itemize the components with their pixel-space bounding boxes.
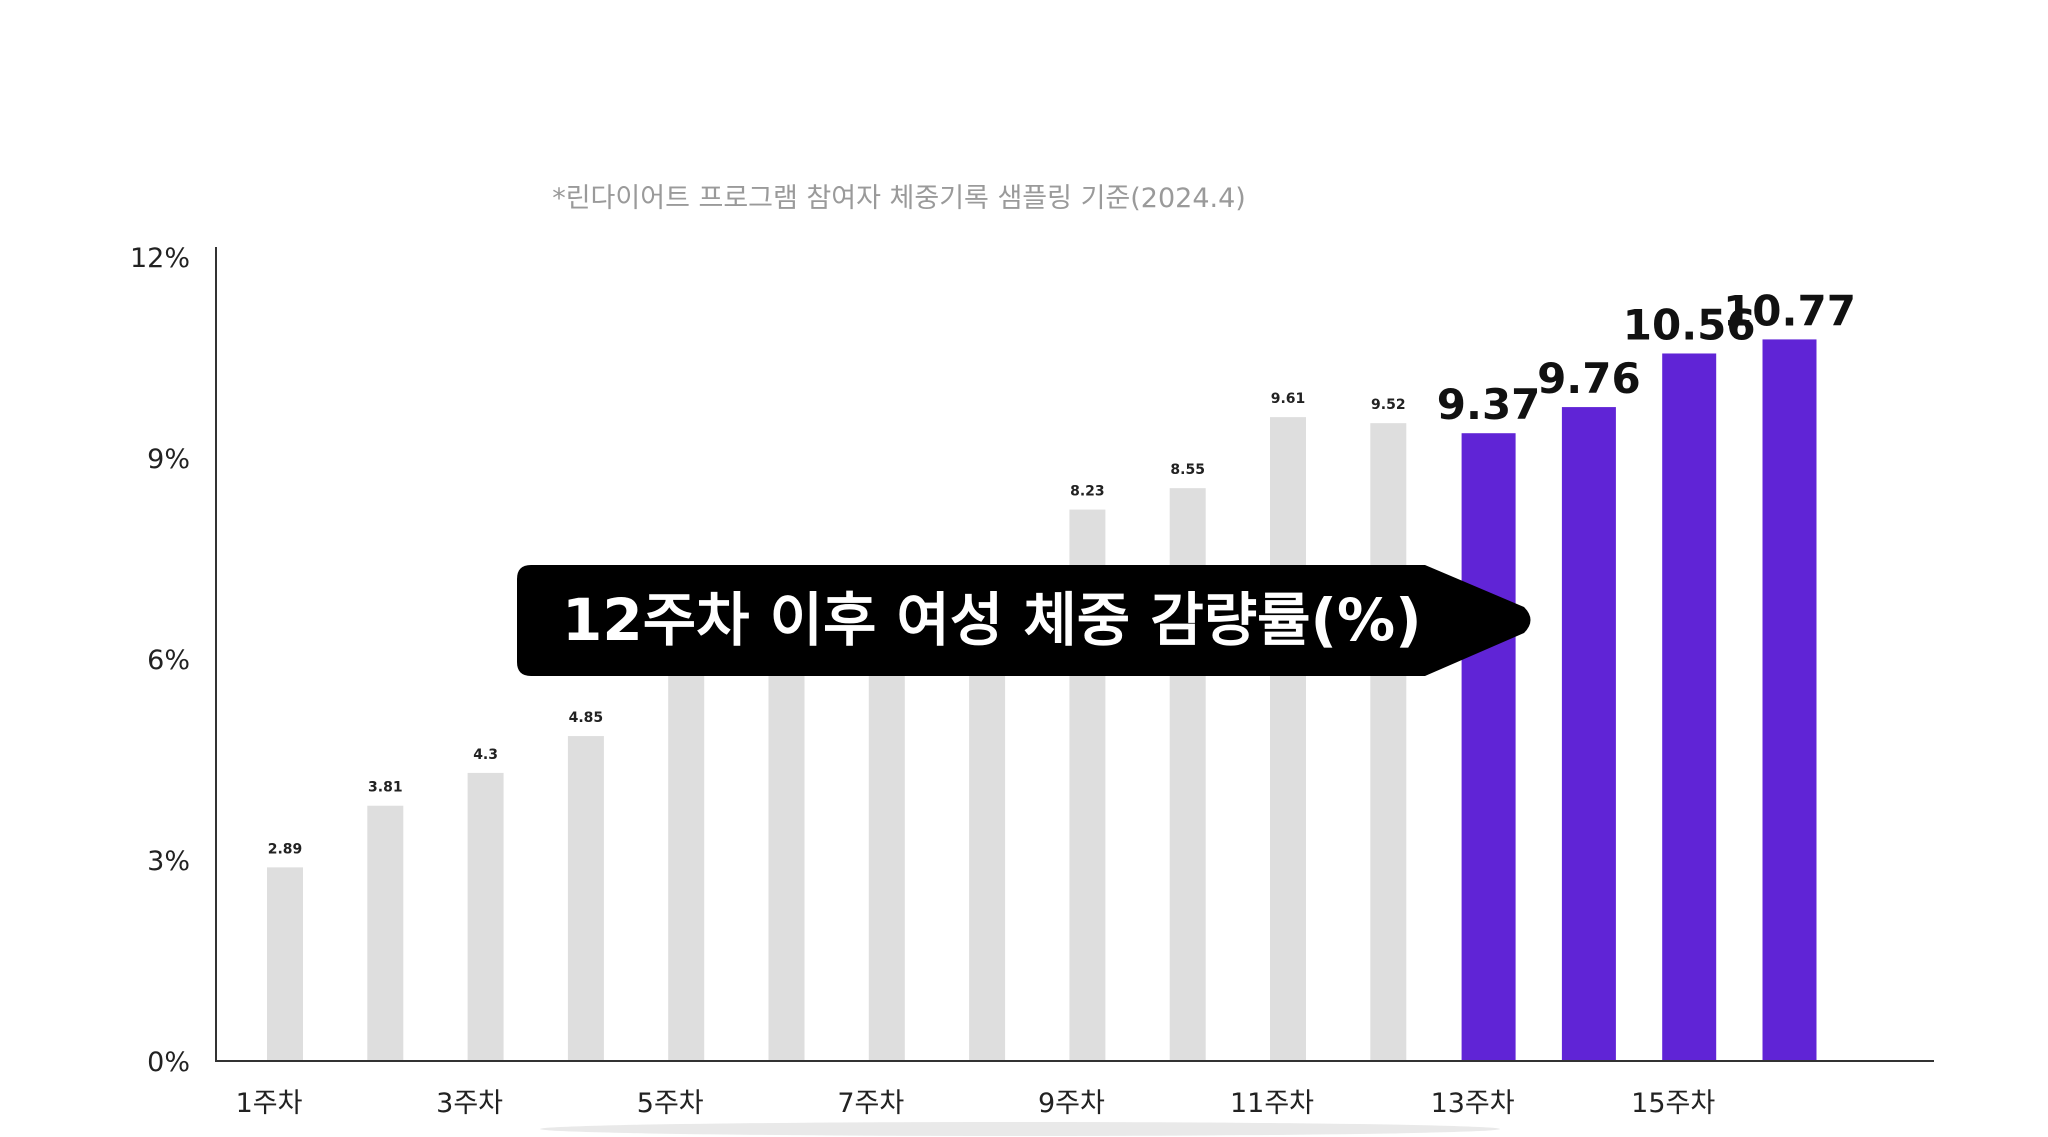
y-tick-label: 0% [147, 1047, 190, 1078]
sampling-note: *린다이어트 프로그램 참여자 체중기록 샘플링 기준(2024.4) [552, 183, 1246, 214]
x-tick-label: 9주차 [1038, 1088, 1105, 1119]
bar [467, 772, 504, 1061]
bar [1561, 407, 1616, 1062]
data-label: 9.37 [1437, 380, 1541, 429]
x-tick-label: 13주차 [1431, 1088, 1515, 1119]
data-label: 4.3 [473, 747, 498, 763]
bar [567, 736, 604, 1061]
y-tick-label: 9% [147, 444, 190, 475]
data-label: 9.61 [1271, 391, 1306, 407]
y-tick-label: 6% [147, 645, 190, 676]
y-tick-label: 3% [147, 846, 190, 877]
data-label: 8.55 [1170, 462, 1205, 478]
x-tick-label: 1주차 [236, 1088, 303, 1119]
bar [267, 867, 303, 1061]
bar [1762, 339, 1817, 1061]
data-label: 9.52 [1371, 397, 1406, 413]
x-tick-label: 5주차 [637, 1088, 704, 1119]
data-label: 9.76 [1537, 354, 1641, 403]
x-tick-label: 15주차 [1631, 1088, 1715, 1119]
bar [668, 673, 705, 1061]
data-label: 10.56 [1623, 300, 1756, 349]
callout-arrow-shape [517, 565, 1531, 676]
data-label: 3.81 [368, 780, 403, 796]
bar [868, 608, 905, 1061]
y-tick-label: 12% [130, 243, 190, 274]
x-tick-label: 11주차 [1230, 1088, 1314, 1119]
bar [1370, 423, 1407, 1061]
bar [768, 638, 805, 1061]
data-label: 8.23 [1070, 484, 1105, 500]
data-label: 2.89 [268, 841, 303, 857]
x-tick-label: 7주차 [837, 1088, 904, 1119]
data-label: 10.77 [1723, 286, 1856, 335]
bar [1662, 353, 1717, 1062]
bottom-shadow [540, 1122, 1500, 1136]
bar [367, 805, 404, 1061]
bar [1461, 433, 1516, 1062]
bar [1270, 417, 1306, 1061]
data-label: 4.85 [569, 710, 604, 726]
x-tick-label: 3주차 [436, 1088, 503, 1119]
callout-title: 12주차 이후 여성 체중 감량률(%) [562, 586, 1422, 654]
